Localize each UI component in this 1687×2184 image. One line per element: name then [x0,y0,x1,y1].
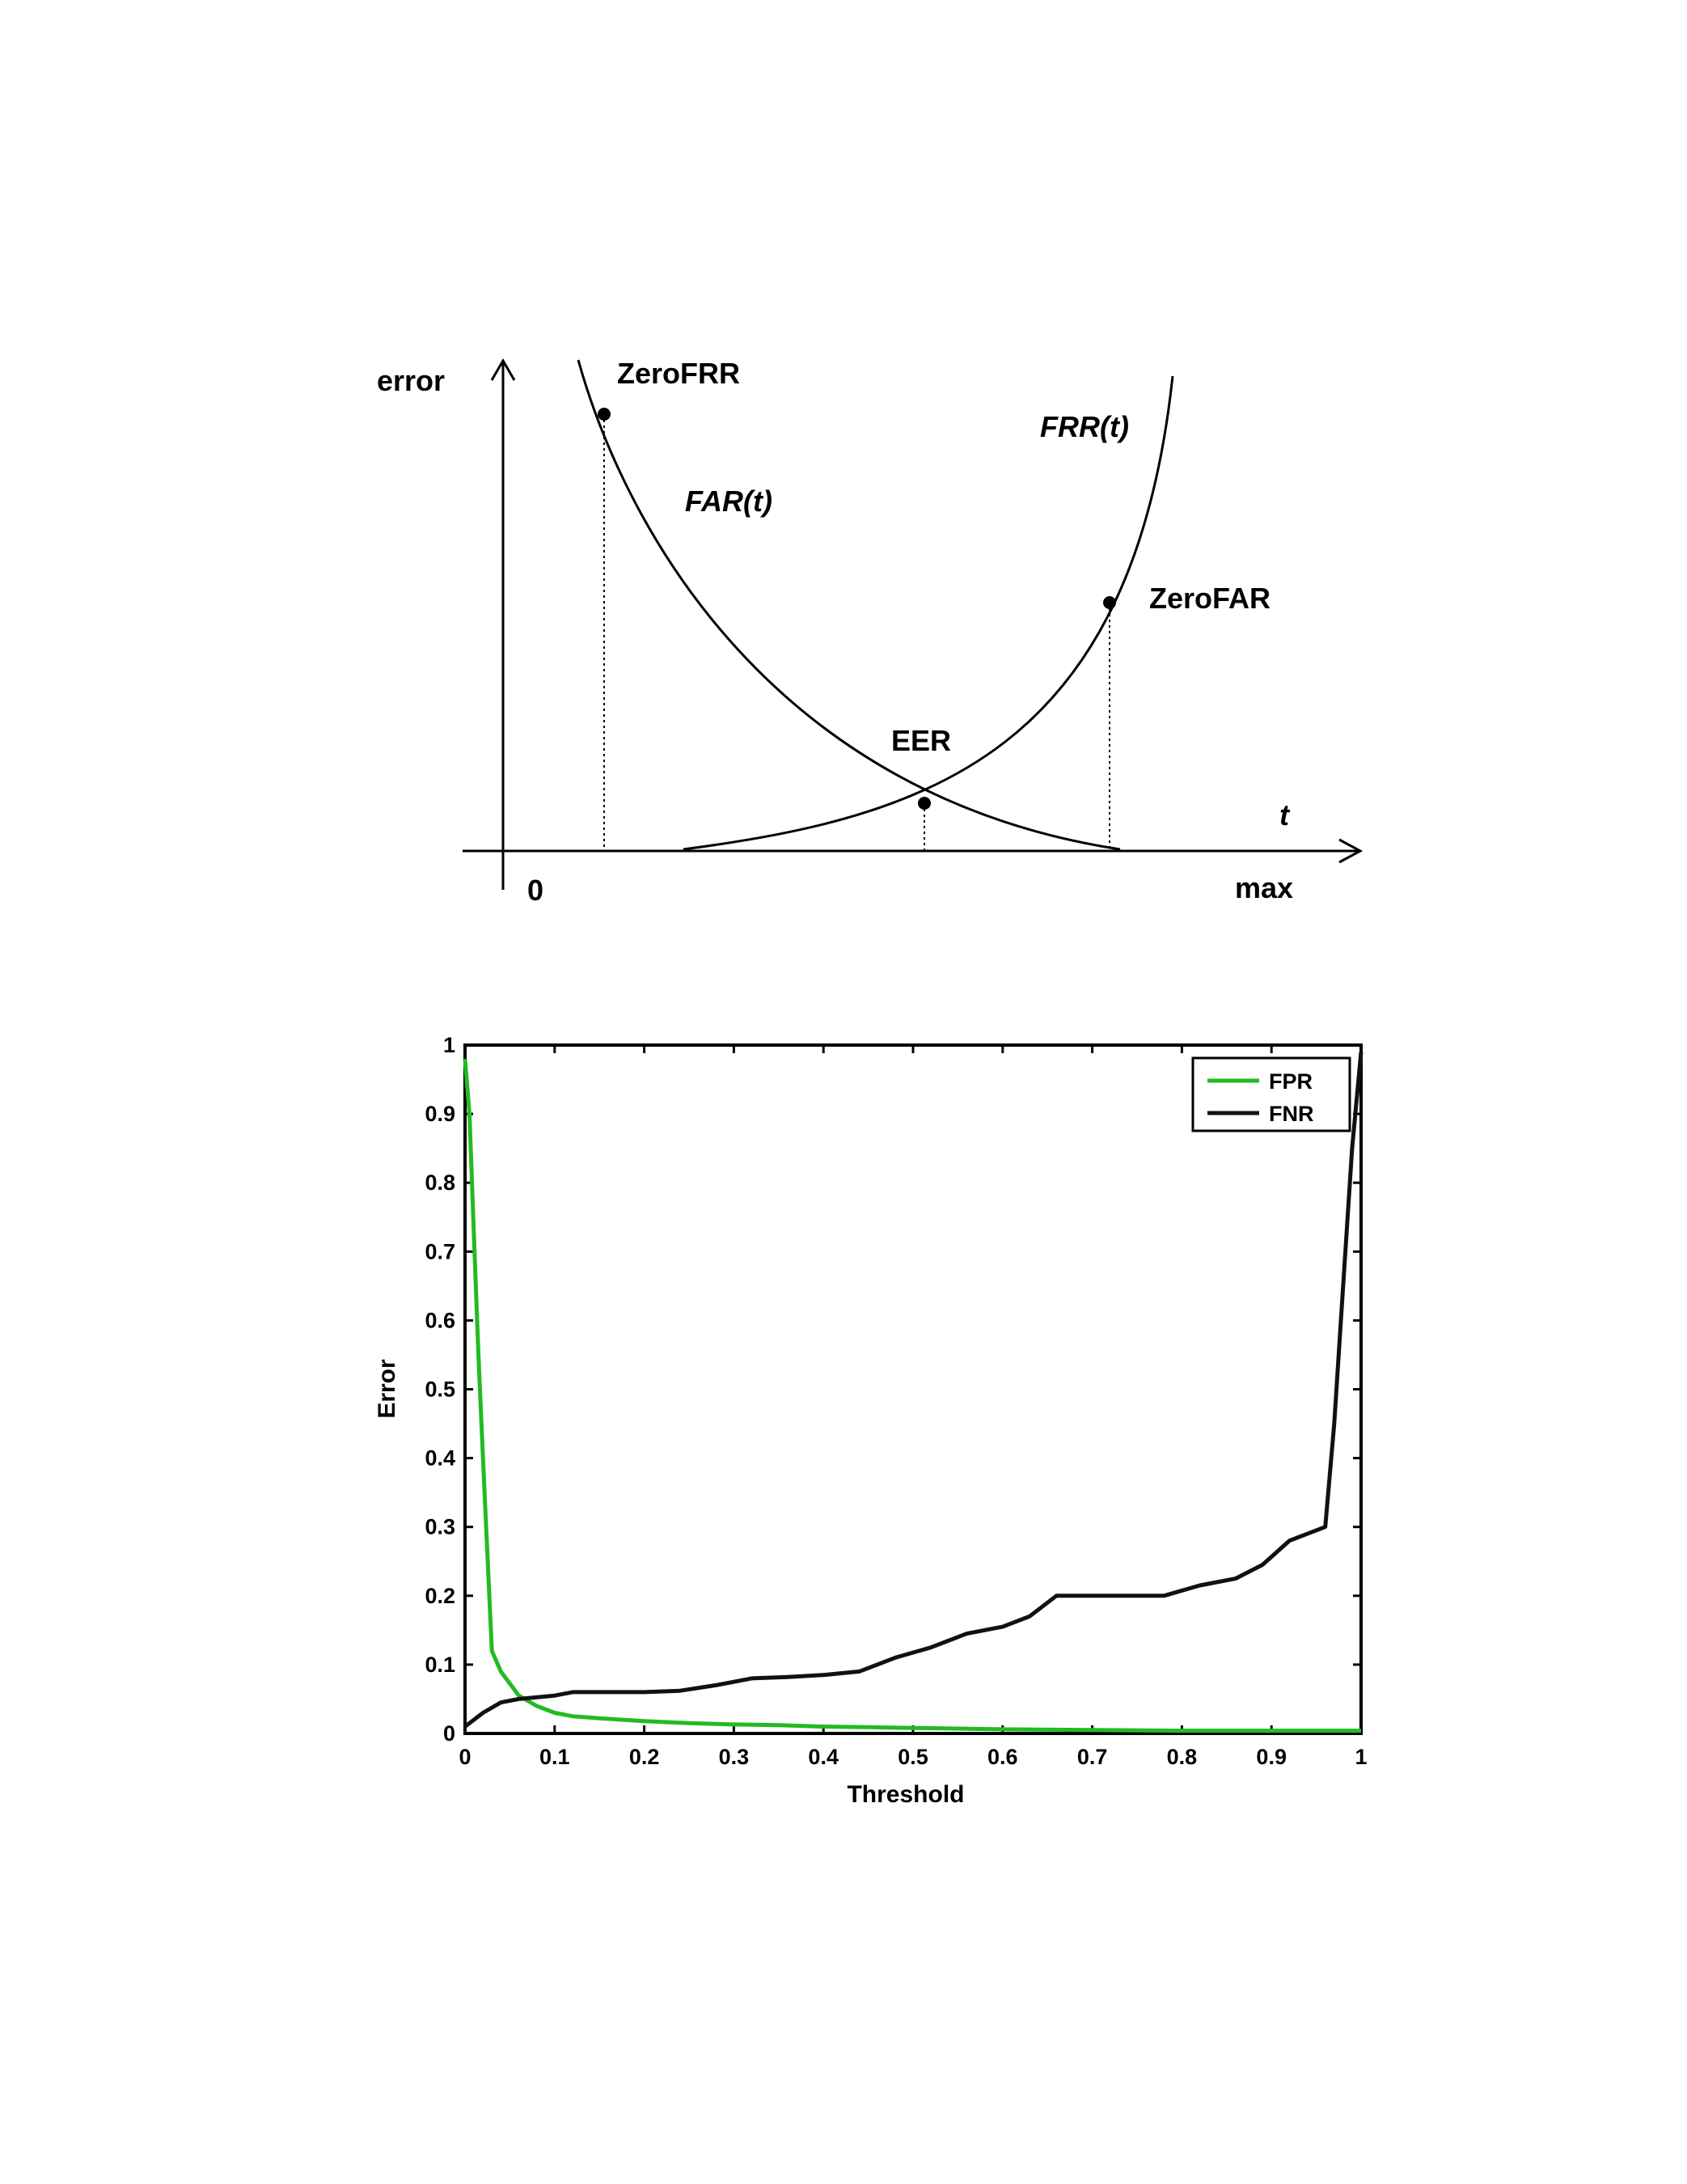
error-axis-label: error [377,364,445,397]
y-tick-label: 0.5 [425,1378,455,1402]
far-curve [577,359,1121,851]
x-tick-label: 0.9 [1256,1745,1287,1769]
x-tick-label: 0.4 [808,1745,839,1769]
fnr-line [463,1052,1364,1729]
zerofrr-point [598,408,611,421]
threshold-axis-label: Threshold [847,1781,964,1808]
fpr-line [463,1058,1361,1733]
y-tick-label: 0 [443,1721,455,1746]
y-tick-label: 0.9 [425,1102,455,1126]
y-tick-label: 0.7 [425,1239,455,1263]
y-tick-label: 0.6 [425,1308,455,1332]
y-tick-label: 1 [443,1033,455,1057]
error-axis-label-bottom: Error [374,1359,400,1419]
x-tick-label: 0 [459,1745,471,1769]
zerofar-label: ZeroFAR [1149,582,1271,615]
y-tick-label: 0.4 [425,1446,455,1471]
plot-frame [463,1043,1363,1735]
y-tick-label: 0.3 [425,1515,455,1539]
y-tick-label: 0.1 [425,1653,455,1677]
threshold-error-chart: Threshold Error 0 0.1 0.2 0.3 0.4 0.5 0.6 0.7 0.… [374,1033,1368,1808]
legend: FPR FNR [1191,1056,1351,1132]
far-curve-label: FAR(t) [685,485,772,518]
x-tick-label: 0.6 [987,1745,1018,1769]
x-tick-max: max [1235,871,1293,904]
x-tick-label: 0.8 [1167,1745,1198,1769]
x-tick-zero: 0 [527,874,543,907]
zerofar-point [1103,596,1116,609]
legend-label-fpr: FPR [1269,1069,1313,1094]
legend-box [1191,1056,1351,1132]
x-tick-label: 0.3 [719,1745,750,1769]
frr-curve-label: FRR(t) [1040,410,1129,443]
y-tick-label: 0.8 [425,1170,455,1195]
eer-point [918,797,931,810]
x-tick-label: 0.5 [898,1745,928,1769]
eer-label: EER [891,724,951,757]
zerofrr-label: ZeroFRR [617,357,740,390]
conceptual-error-chart: error t 0 max FAR(t) FRR(t) ZeroFRR EER … [377,357,1364,907]
y-axis-arrowhead [490,358,516,381]
legend-label-fnr: FNR [1269,1102,1314,1126]
x-tick-label: 0.1 [539,1745,570,1769]
frr-curve [683,375,1174,851]
x-tick-label: 0.7 [1077,1745,1108,1769]
t-axis-label: t [1279,798,1291,832]
y-tick-label: 0.2 [425,1584,455,1608]
x-tick-label: 1 [1355,1745,1367,1769]
x-axis-arrowhead [1338,838,1364,864]
x-tick-label: 0.2 [629,1745,660,1769]
